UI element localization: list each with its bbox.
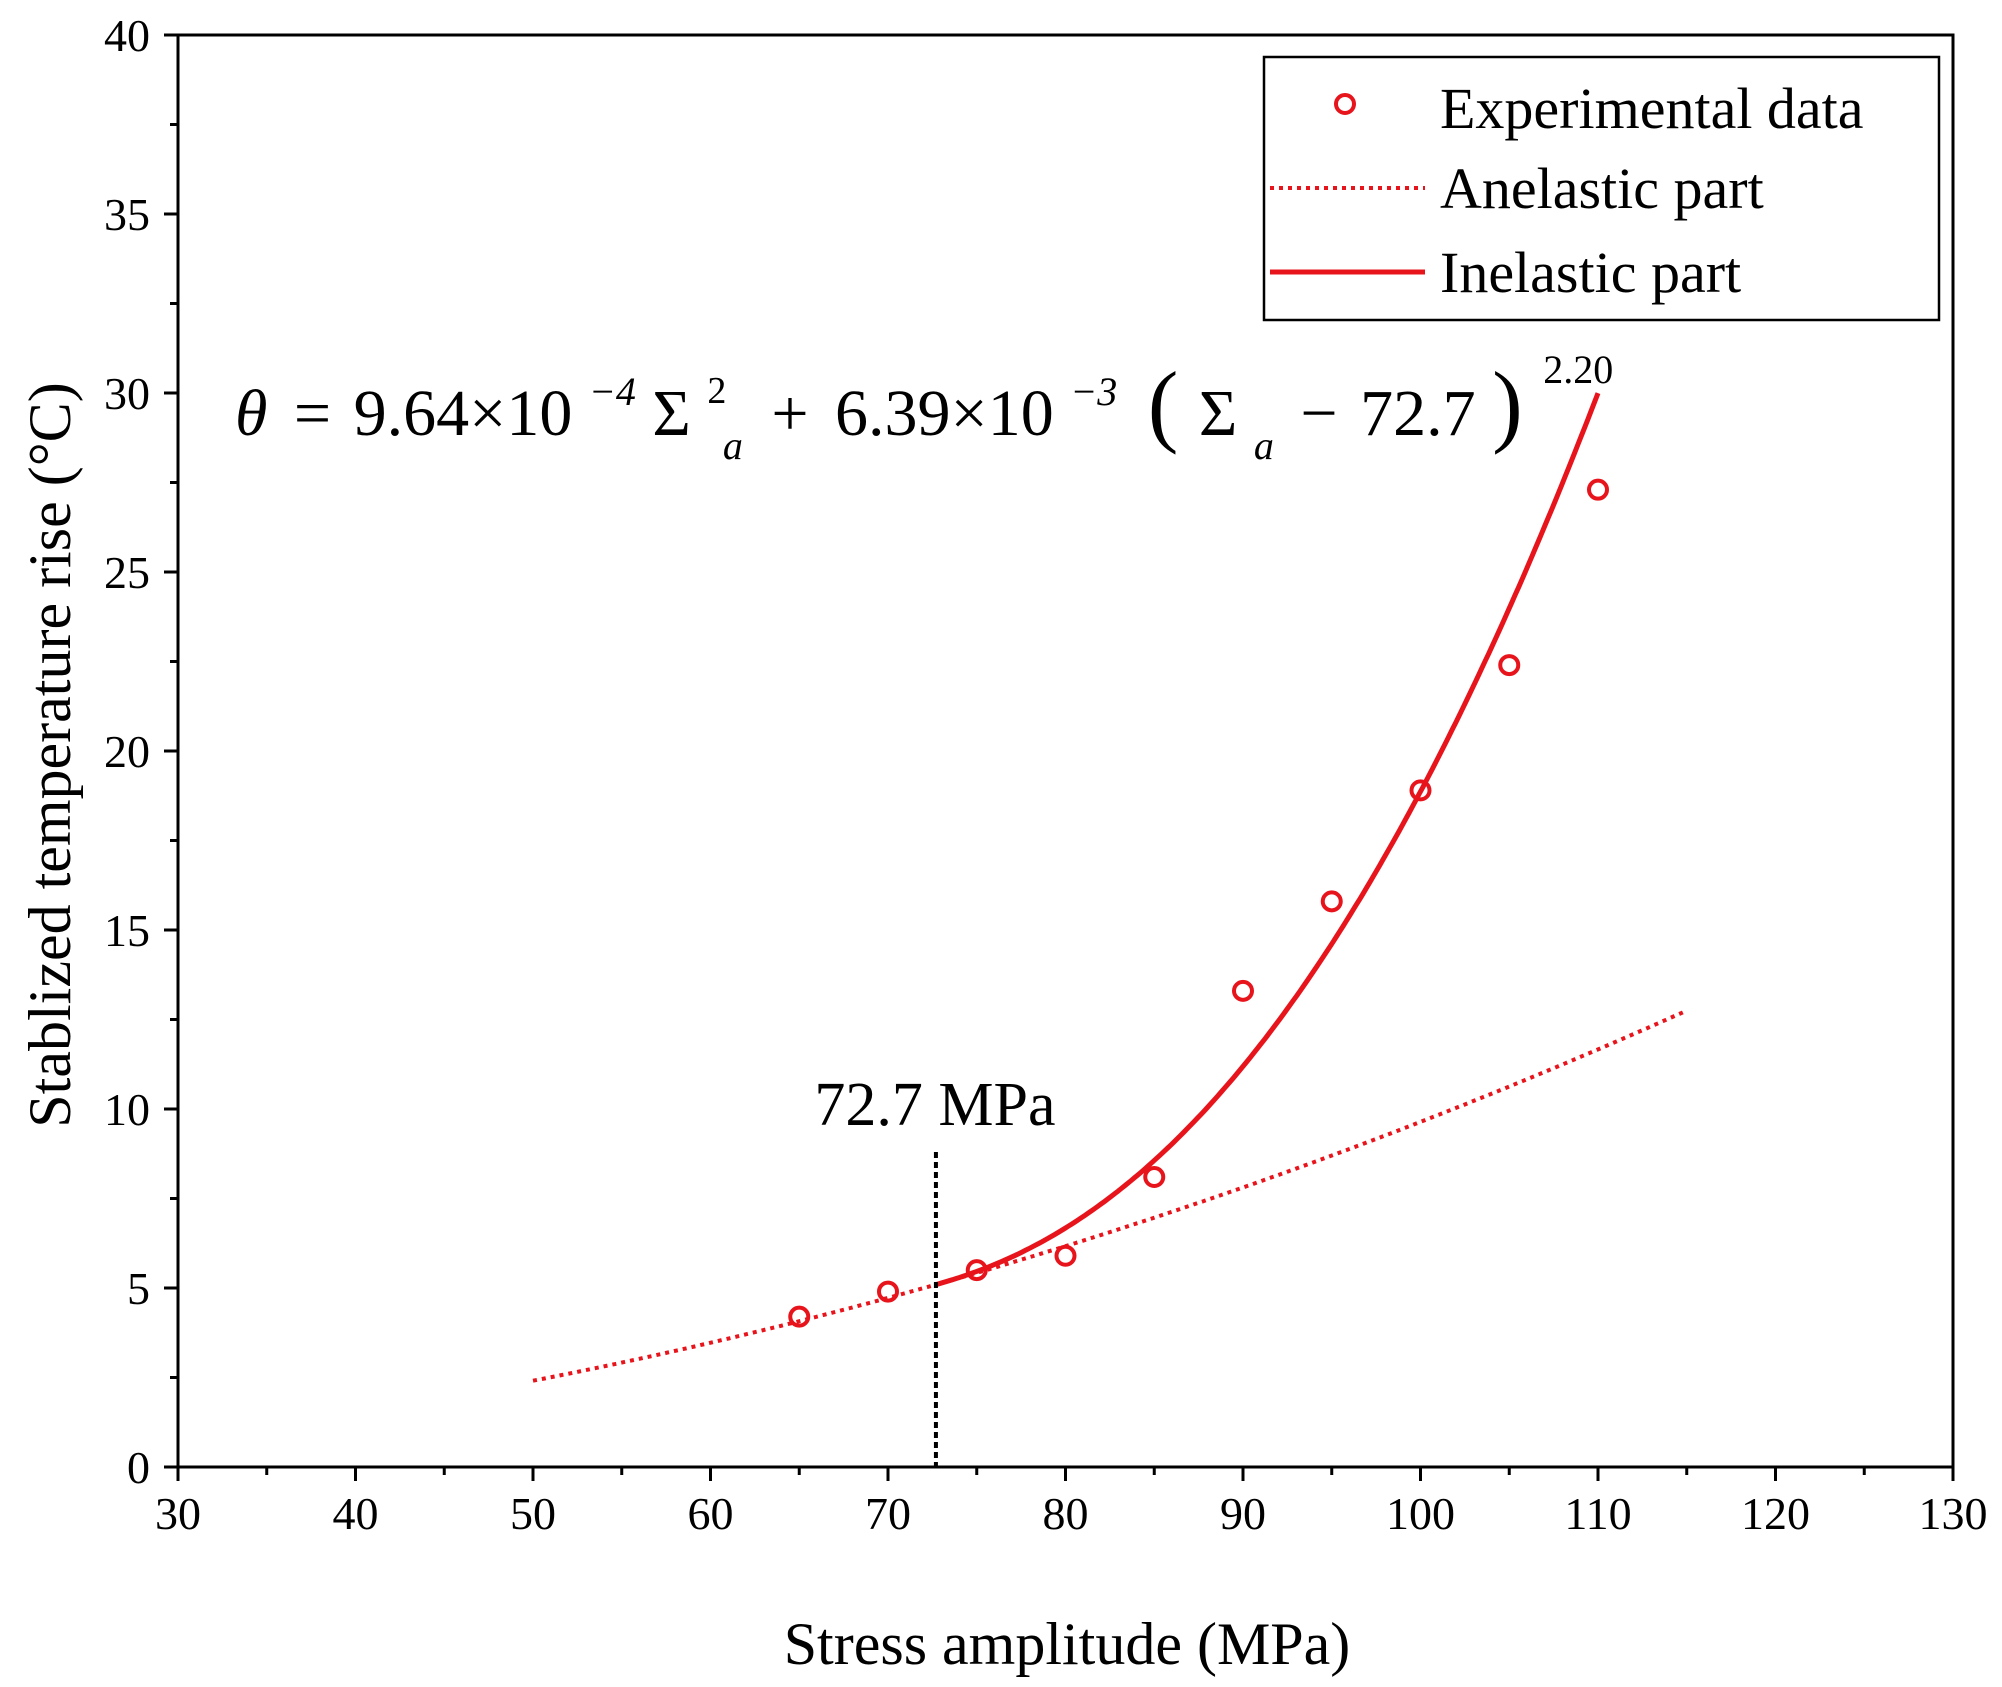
x-axis-title: Stress amplitude (MPa)	[784, 1611, 1351, 1677]
anelastic-curve	[532, 1008, 1688, 1383]
data-point	[877, 1280, 899, 1303]
x-tick-label-130: 130	[1919, 1488, 1988, 1539]
svg-text:θ = 9.64×10: θ = 9.64×10 −4 Σ 2 a + 6.39×10 −3 ( Σ a …	[235, 345, 1613, 474]
data-point	[1143, 1166, 1166, 1189]
data-point	[965, 1259, 988, 1282]
fit-equation: θ = 9.64×10 −4 Σ 2 a + 6.39×10 −3 ( Σ a …	[235, 345, 1613, 474]
y-axis-title: Stablized temperature rise (°C)	[17, 382, 83, 1127]
y-tick-label-25: 25	[104, 547, 150, 598]
x-tick-label-70: 70	[865, 1488, 911, 1539]
eq-minus: −	[1300, 377, 1337, 450]
eq-sigma2: Σ	[1199, 377, 1237, 450]
eq-equals: =	[294, 377, 331, 450]
eq-exp1: −4	[589, 369, 636, 414]
x-tick-label-110: 110	[1564, 1488, 1631, 1539]
eq-exp2: −3	[1070, 369, 1117, 414]
eq-plus: +	[771, 377, 808, 450]
legend-label-inelastic: Inelastic part	[1440, 240, 1741, 305]
y-tick-label-10: 10	[104, 1084, 150, 1135]
data-point	[788, 1305, 811, 1328]
y-tick-label-35: 35	[104, 189, 150, 240]
eq-theta: θ	[235, 377, 267, 450]
eq-sigma1: Σ	[652, 377, 690, 450]
legend-marker-experimental	[1334, 93, 1356, 115]
y-tick-label-40: 40	[104, 10, 150, 61]
y-tick-label-5: 5	[127, 1263, 150, 1314]
data-point	[1232, 979, 1254, 1002]
eq-power: 2.20	[1543, 347, 1613, 392]
x-tick-label-40: 40	[333, 1488, 379, 1539]
x-tick-label-100: 100	[1386, 1488, 1455, 1539]
legend-label-anelastic: Anelastic part	[1440, 156, 1764, 221]
data-point	[1320, 890, 1343, 913]
data-point	[1587, 478, 1609, 501]
x-tick-label-50: 50	[510, 1488, 556, 1539]
legend-box	[1262, 55, 1941, 322]
data-point	[1409, 779, 1432, 802]
legend-label-experimental: Experimental data	[1440, 76, 1864, 141]
data-point	[1054, 1244, 1077, 1267]
x-tick-label-60: 60	[688, 1488, 734, 1539]
x-tick-label-80: 80	[1043, 1488, 1089, 1539]
y-tick-label-0: 0	[127, 1442, 150, 1493]
series-experimental-data	[788, 478, 1609, 1328]
inelastic-curve	[935, 392, 1601, 1288]
series-anelastic-part	[532, 1008, 1688, 1383]
y-tick-label-20: 20	[104, 726, 150, 777]
eq-sub1: a	[723, 423, 743, 468]
y-tick-label-15: 15	[104, 905, 150, 956]
y-tick-label-30: 30	[104, 368, 150, 419]
eq-offset: 72.7	[1360, 377, 1476, 450]
series-inelastic-part	[935, 392, 1601, 1288]
eq-paren-open: (	[1148, 353, 1179, 455]
eq-sq: 2	[707, 370, 726, 412]
x-tick-label-30: 30	[155, 1488, 201, 1539]
eq-coef2: 6.39×10	[835, 377, 1054, 450]
eq-coef1: 9.64×10	[354, 377, 573, 450]
axis-ticks: 30 40 50 60 70 80 90 100 110 120 130 0 5 10 15 20 25 30 35…	[104, 10, 1988, 1539]
x-tick-label-120: 120	[1741, 1488, 1810, 1539]
threshold-label: 72.7 MPa	[814, 1071, 1055, 1139]
legend: Experimental data Anelastic part Inelast…	[1262, 55, 1941, 322]
x-tick-label-90: 90	[1220, 1488, 1266, 1539]
data-point	[1498, 654, 1521, 677]
eq-paren-close: )	[1492, 353, 1523, 455]
eq-sub2: a	[1254, 423, 1274, 468]
